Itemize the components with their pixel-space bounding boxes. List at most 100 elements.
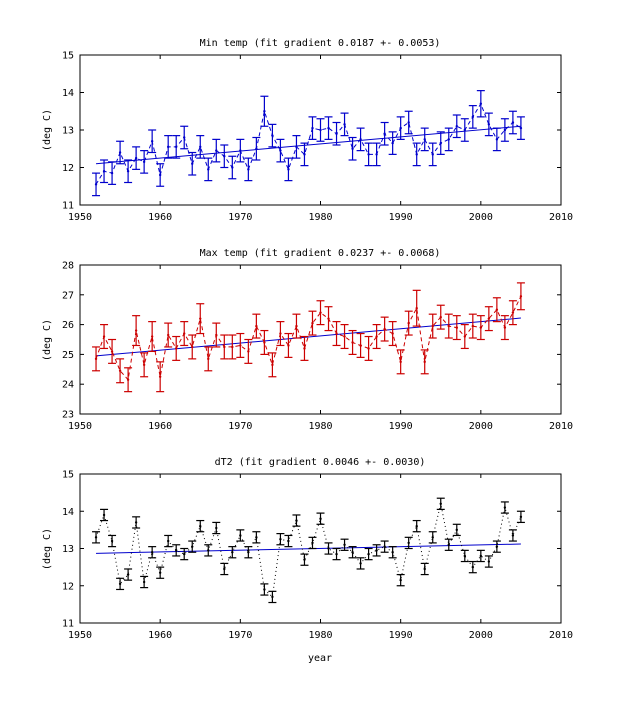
error-bar — [340, 112, 349, 137]
error-bar — [196, 135, 205, 159]
series-line — [95, 296, 522, 381]
data-point — [255, 536, 258, 539]
data-point — [110, 539, 114, 543]
error-bar — [428, 313, 437, 339]
error-bar — [92, 346, 101, 372]
error-bar — [340, 538, 349, 551]
data-point — [94, 183, 98, 186]
data-point — [471, 324, 475, 328]
data-point — [495, 308, 499, 311]
error-bar — [244, 546, 253, 559]
error-bar — [244, 338, 253, 364]
error-bar — [476, 315, 485, 341]
error-bar — [436, 497, 445, 510]
error-bar — [164, 322, 173, 348]
data-point — [199, 524, 202, 528]
error-bar — [220, 562, 229, 576]
data-point — [479, 554, 483, 558]
data-point — [271, 595, 274, 599]
data-point — [495, 545, 499, 548]
data-point — [415, 524, 418, 528]
error-bar — [140, 575, 149, 589]
error-bar — [204, 544, 213, 557]
data-point — [102, 170, 106, 173]
y-axis-label: (deg C) — [42, 528, 53, 570]
data-point — [239, 344, 242, 347]
data-point — [175, 145, 178, 149]
data-point — [207, 549, 210, 552]
error-bar — [292, 135, 301, 159]
error-bar — [252, 313, 261, 339]
error-bar — [452, 315, 461, 341]
data-point — [158, 375, 162, 378]
error-bar — [212, 521, 221, 535]
data-point — [102, 513, 106, 517]
y-tick-label: 13 — [62, 544, 74, 555]
error-bar — [348, 329, 357, 355]
chart-title: dT2 (fit gradient 0.0046 +- 0.0030) — [215, 457, 426, 468]
data-point — [319, 128, 322, 132]
error-bar — [476, 90, 485, 118]
error-bar — [116, 358, 125, 384]
error-bar — [508, 529, 517, 542]
error-bar — [436, 131, 445, 155]
data-point — [423, 567, 426, 571]
data-point — [415, 307, 418, 310]
data-point — [247, 551, 250, 554]
error-bar — [500, 315, 509, 341]
data-point — [359, 138, 362, 141]
data-point — [503, 326, 507, 329]
data-point — [439, 502, 442, 505]
error-bar — [412, 142, 421, 167]
error-bar — [268, 123, 277, 148]
data-point — [519, 126, 523, 130]
error-bar — [428, 142, 437, 167]
error-bar — [516, 116, 525, 140]
data-point — [423, 138, 426, 141]
error-bar — [276, 138, 285, 163]
data-point — [375, 153, 378, 156]
data-point — [239, 534, 242, 537]
error-bar — [292, 514, 301, 527]
data-point — [359, 344, 362, 347]
data-point — [94, 536, 98, 539]
error-bar — [284, 534, 293, 548]
error-bar — [260, 583, 269, 596]
data-point — [207, 357, 210, 361]
error-bar — [228, 546, 237, 559]
data-point — [423, 360, 426, 364]
error-bar — [124, 367, 133, 393]
data-point — [247, 168, 250, 171]
error-bar — [308, 310, 317, 336]
error-bar — [300, 335, 309, 361]
error-bar — [148, 546, 157, 559]
y-tick-label: 12 — [62, 581, 74, 592]
x-tick-label: 1950 — [68, 421, 92, 432]
data-point — [519, 295, 523, 298]
error-bar — [100, 159, 109, 184]
data-point — [359, 562, 362, 565]
data-point — [94, 357, 98, 361]
data-point — [319, 517, 322, 520]
y-tick-label: 14 — [62, 507, 74, 518]
chart-panel-min-temp: Min temp (fit gradient 0.0187 +- 0.0053)… — [42, 38, 573, 223]
data-point — [158, 173, 162, 177]
data-point — [367, 552, 370, 556]
error-bar — [476, 549, 485, 563]
data-point — [511, 534, 515, 537]
y-tick-label: 27 — [62, 290, 74, 301]
data-point — [126, 170, 130, 173]
error-bar — [268, 590, 277, 604]
data-point — [142, 160, 146, 164]
x-tick-label: 2000 — [469, 212, 493, 223]
y-tick-label: 11 — [62, 619, 74, 630]
x-tick-label: 2010 — [549, 630, 573, 641]
data-point — [447, 138, 450, 141]
error-bar — [396, 573, 405, 587]
error-bar — [508, 300, 517, 326]
data-point — [335, 132, 338, 135]
error-bar — [364, 335, 373, 361]
data-point — [142, 580, 146, 584]
x-tick-label: 1990 — [389, 421, 413, 432]
data-point — [175, 347, 178, 350]
